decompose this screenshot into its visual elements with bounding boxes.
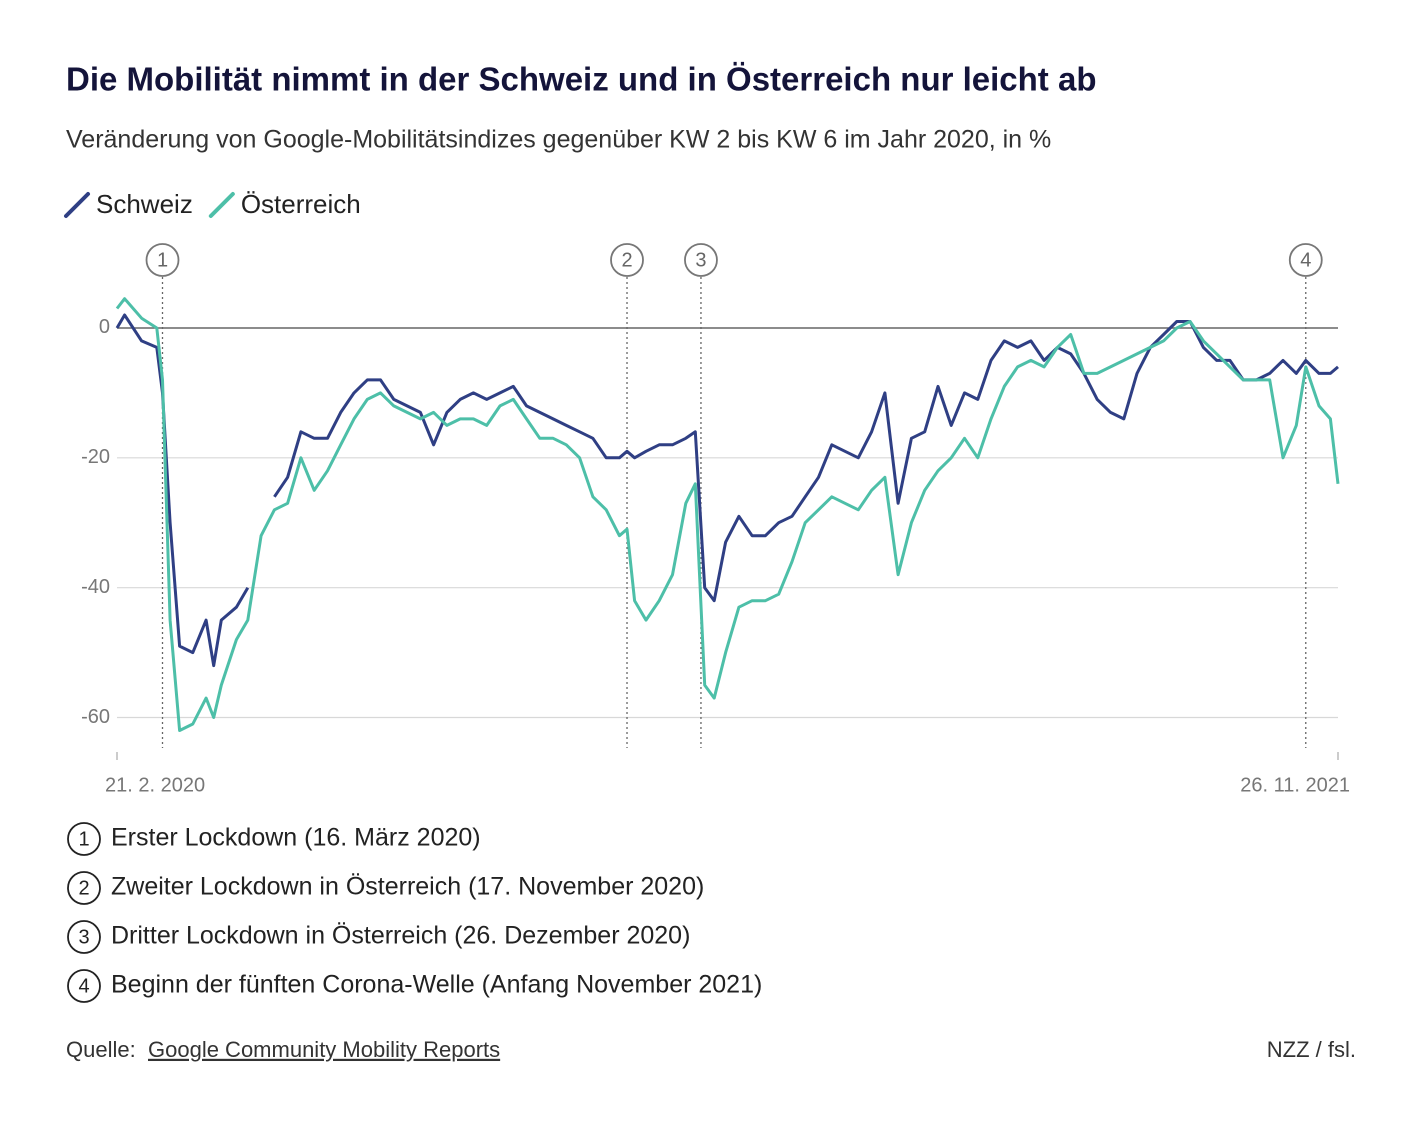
annotation-number: 4 (1300, 249, 1311, 271)
annotation-marker (1288, 243, 1323, 277)
x-tick-label: 26. 11. 2021 (1240, 774, 1350, 796)
annotation-number: 1 (157, 249, 168, 271)
annotation-number: 3 (695, 249, 706, 271)
note-text: Erster Lockdown (16. März 2020) (111, 824, 481, 852)
source-label: Quelle: (66, 1037, 136, 1062)
legend-swatch (64, 192, 90, 218)
credit: NZZ / fsl. (1267, 1037, 1356, 1062)
note-marker (67, 969, 101, 1003)
note-marker (67, 871, 101, 905)
series-line (115, 313, 1339, 668)
series-line (115, 297, 1340, 732)
note-text: Beginn der fünften Corona-Welle (Anfang … (111, 971, 762, 999)
legend-label: Schweiz (96, 189, 193, 219)
note-text: Zweiter Lockdown in Österreich (17. Nove… (111, 873, 704, 901)
annotation-marker (610, 243, 644, 277)
annotation-marker (684, 243, 718, 277)
note-marker (67, 920, 101, 954)
note-number: 3 (78, 926, 89, 948)
y-tick-label: -60 (81, 706, 110, 728)
note-number: 2 (78, 877, 89, 899)
chart-title: Die Mobilität nimmt in der Schweiz und i… (66, 61, 1096, 98)
note-number: 1 (78, 828, 89, 850)
legend-label: Österreich (241, 189, 361, 219)
note-number: 4 (78, 975, 89, 997)
source-link[interactable]: Google Community Mobility Reports (148, 1037, 500, 1062)
note-marker (67, 822, 101, 856)
y-tick-label: -40 (81, 576, 110, 598)
legend-swatch (208, 192, 235, 218)
x-tick-label: 21. 2. 2020 (105, 774, 205, 796)
y-tick-label: -20 (81, 446, 110, 468)
y-tick-label: 0 (99, 316, 110, 338)
annotation-number: 2 (621, 249, 632, 271)
annotation-marker (145, 243, 180, 277)
note-text: Dritter Lockdown in Österreich (26. Deze… (111, 922, 690, 950)
chart-subtitle: Veränderung von Google-Mobilitätsindizes… (66, 126, 1051, 154)
